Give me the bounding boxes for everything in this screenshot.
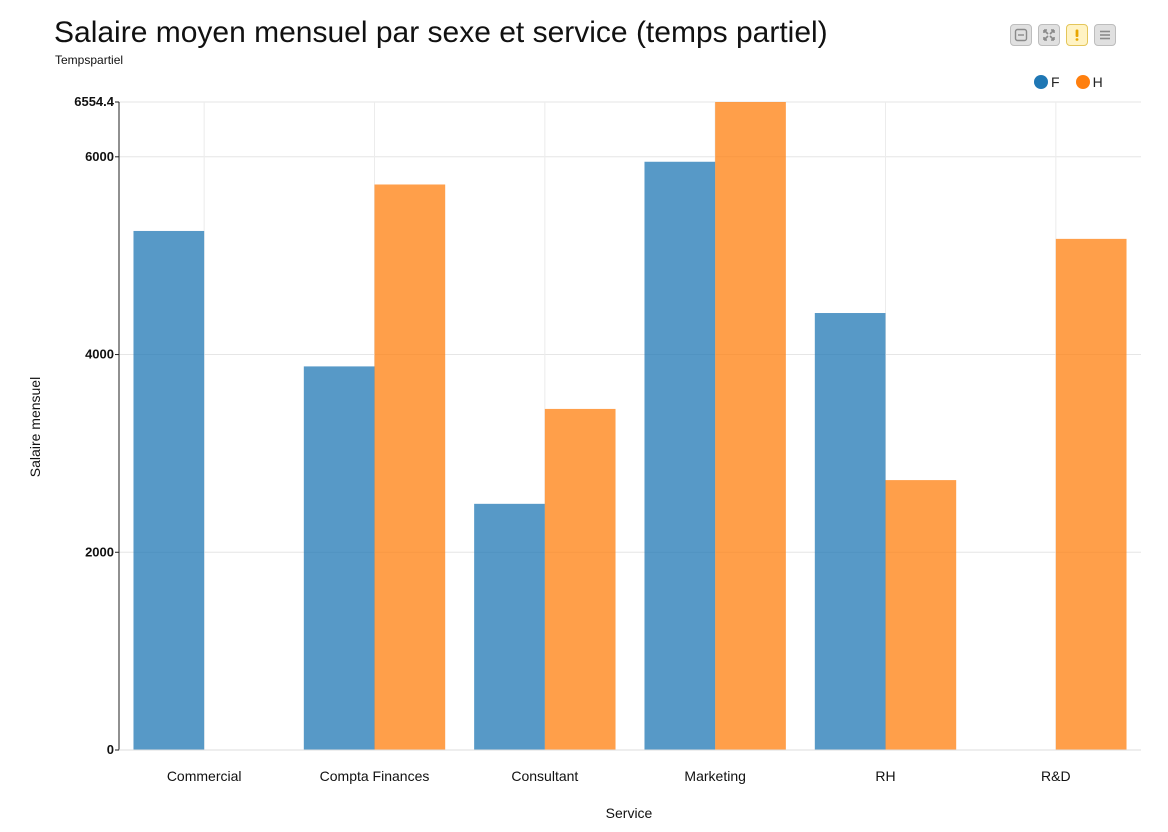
menu-icon: [1100, 30, 1110, 40]
y-tick-label: 6554.4: [74, 94, 115, 109]
minimize-button[interactable]: [1010, 24, 1032, 46]
x-tick-label: R&D: [1041, 768, 1071, 784]
bar-f-3[interactable]: [474, 503, 545, 750]
fullscreen-icon: [1043, 29, 1055, 41]
bar-f-1[interactable]: [133, 230, 205, 750]
grid-lines: [119, 101, 1141, 750]
bar-f-5[interactable]: [814, 313, 886, 750]
y-axis-title: Salaire mensuel: [27, 377, 43, 477]
legend-swatch-h: [1075, 75, 1090, 89]
legend-label-h: H: [1092, 74, 1103, 90]
bar-h-6[interactable]: [1055, 238, 1127, 751]
x-tick-label: Compta Finances: [320, 768, 430, 784]
warning-icon: [1075, 29, 1079, 41]
menu-button[interactable]: [1094, 24, 1116, 46]
chart-toolbar: [1010, 24, 1116, 46]
axes: 0 2000 4000 6000 6554.4 Commercial Compta Fina…: [74, 94, 1141, 784]
chart-subtitle: Tempspartiel: [55, 53, 124, 67]
x-tick-label: Marketing: [684, 768, 745, 784]
x-tick-label: Consultant: [511, 768, 578, 784]
fullscreen-button[interactable]: [1038, 24, 1060, 46]
x-axis-title: Service: [606, 805, 653, 821]
y-tick-label: 0: [107, 742, 114, 757]
legend-item-h[interactable]: H: [1075, 74, 1103, 90]
chart-legend: F H: [1034, 74, 1103, 90]
legend-swatch-f: [1034, 75, 1048, 89]
legend-item-f[interactable]: F: [1034, 74, 1060, 90]
x-tick-label: Commercial: [167, 768, 242, 784]
minimize-icon: [1014, 28, 1028, 42]
bars: [133, 102, 1127, 751]
y-tick-label: 4000: [85, 347, 114, 362]
y-tick-label: 2000: [85, 544, 114, 559]
bar-f-4[interactable]: [644, 161, 716, 751]
bar-h-3[interactable]: [544, 408, 616, 750]
warning-button[interactable]: [1066, 24, 1088, 46]
x-tick-label: RH: [875, 768, 895, 784]
chart-title: Salaire moyen mensuel par sexe et servic…: [54, 16, 828, 49]
bar-h-2[interactable]: [374, 184, 446, 750]
y-tick-label: 6000: [85, 149, 114, 164]
bar-f-2[interactable]: [303, 366, 375, 750]
bar-h-5[interactable]: [885, 480, 957, 750]
legend-label-f: F: [1051, 74, 1060, 90]
bar-h-4[interactable]: [715, 102, 786, 750]
